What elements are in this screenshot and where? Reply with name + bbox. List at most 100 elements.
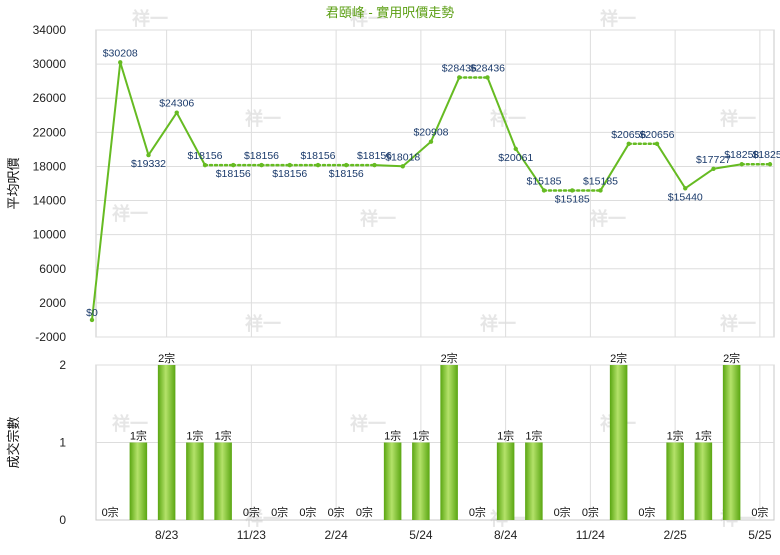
top-y-tick-label: 10000: [33, 228, 67, 242]
price-point: [457, 75, 462, 80]
price-point: [89, 317, 95, 323]
transaction-bar: [496, 442, 515, 520]
watermark-text: 祥一: [720, 313, 756, 334]
transaction-bar-label: 1宗: [525, 429, 542, 443]
price-point: [711, 166, 716, 171]
watermark-text: 祥一: [720, 108, 756, 129]
price-point-label: $24306: [159, 98, 194, 110]
bottom-y-tick-label: 1: [59, 436, 66, 450]
bottom-y-ticks: 0 1 2: [59, 358, 66, 527]
top-y-tick-label: 30000: [33, 57, 67, 71]
transaction-bar-label: 1宗: [497, 429, 514, 443]
transactions-bar-panel: 0 1 2 成交宗數 0宗 1宗 2宗 1宗 1宗 0宗 0宗 0宗 0宗 0宗 1宗 1宗 2宗 0宗 1宗 1…: [6, 351, 775, 542]
transaction-bar-label: 0宗: [328, 505, 345, 519]
top-y-tick-label: 22000: [33, 125, 67, 139]
price-line-segment: [599, 142, 630, 192]
transaction-bar-labels: 0宗 1宗 2宗 1宗 1宗 0宗 0宗 0宗 0宗 0宗 1宗 1宗 2宗 0宗 1宗 1宗 0宗 0宗 2宗 0宗…: [102, 351, 769, 519]
price-point: [118, 60, 123, 65]
transaction-bar: [412, 442, 430, 520]
top-y-tick-label: -2000: [35, 330, 66, 344]
transaction-bar-label: 2宗: [723, 351, 740, 365]
price-line-segment: [119, 61, 150, 157]
watermark-text: 祥一: [112, 203, 148, 224]
price-line-segment: [514, 147, 545, 192]
price-point-label: $15185: [526, 175, 561, 187]
price-point-label: $18156: [272, 168, 307, 180]
price-line-segment: [175, 111, 206, 167]
watermark-text: 祥一: [490, 108, 526, 129]
x-tick-label: 2/24: [324, 528, 348, 542]
price-point: [513, 146, 518, 152]
price-point: [400, 164, 405, 169]
price-point: [598, 188, 603, 193]
price-line-segment: [91, 61, 122, 321]
price-point-label: $15185: [583, 175, 618, 187]
transaction-bar-label: 0宗: [751, 505, 768, 519]
price-point-label: $19332: [131, 158, 166, 170]
x-tick-label: 11/24: [576, 528, 605, 542]
x-axis-ticks: 8/23 11/23 2/24 5/24 8/24 11/24 2/25 5/25: [155, 528, 772, 542]
transaction-bar-label: 1宗: [215, 429, 232, 443]
watermark-text: 祥一: [245, 508, 281, 529]
price-point: [174, 110, 179, 115]
price-point-label: $18258: [752, 149, 780, 161]
price-point: [146, 152, 151, 158]
price-point: [231, 162, 236, 168]
price-line-panel: -2000 2000 6000 10000 14000 18000 22000 26000 30…: [6, 23, 780, 344]
top-y-tick-label: 2000: [39, 296, 66, 310]
x-tick-label: 11/23: [237, 528, 266, 542]
x-tick-label: 2/25: [663, 528, 687, 542]
transaction-bar-label: 1宗: [186, 429, 203, 443]
transaction-bar: [383, 442, 402, 520]
transaction-bar: [440, 365, 458, 520]
price-point-label: $20656: [639, 129, 674, 141]
price-series: [89, 60, 773, 323]
price-point-label: $15440: [668, 191, 703, 203]
price-line-segment: [373, 164, 404, 168]
price-line-segment: [430, 76, 461, 143]
top-y-tick-label: 14000: [33, 194, 67, 208]
transaction-bar-label: 1宗: [667, 429, 684, 443]
price-point: [259, 162, 264, 168]
watermark-text: 祥一: [112, 413, 148, 434]
watermark-text: 祥一: [132, 8, 168, 29]
watermark-text: 祥一: [360, 208, 396, 229]
x-tick-label: 8/23: [155, 528, 179, 542]
transaction-bar-label: 2宗: [158, 351, 175, 365]
top-y-ticks: -2000 2000 6000 10000 14000 18000 22000 26000 30…: [33, 23, 67, 344]
watermark-text: 祥一: [245, 108, 281, 129]
price-point: [541, 188, 547, 193]
price-point-label: $0: [86, 307, 98, 319]
transaction-bar-label: 0宗: [243, 505, 260, 519]
price-point-labels: $0$30208$19332$24306$18156$18156$18156$1…: [86, 47, 780, 319]
price-point-label: $28436: [442, 62, 477, 74]
price-point: [202, 162, 208, 168]
transaction-bar: [186, 442, 204, 520]
transaction-bar-label: 2宗: [610, 351, 627, 365]
price-line-segment: [684, 167, 715, 190]
price-point-label: $15185: [555, 193, 590, 205]
transaction-bar: [157, 365, 176, 520]
price-point: [428, 139, 434, 144]
price-point: [485, 75, 490, 80]
price-point-label: $18156: [187, 150, 222, 162]
watermark-text: 祥一: [245, 313, 281, 334]
transaction-bar-label: 0宗: [582, 505, 599, 519]
price-point: [654, 141, 660, 146]
transaction-bar: [694, 442, 713, 520]
top-plot-frame: [95, 29, 775, 338]
transaction-bar-label: 1宗: [130, 429, 147, 443]
transaction-bar-label: 0宗: [271, 505, 288, 519]
top-y-axis-label: 平均呎價: [6, 157, 21, 209]
transaction-bar: [722, 365, 741, 520]
watermark-text: 祥一: [350, 413, 386, 434]
price-point-label: $18156: [244, 150, 279, 162]
top-y-tick-label: 6000: [39, 262, 66, 276]
price-point-label: $18258: [724, 149, 759, 161]
transaction-bar-label: 0宗: [356, 505, 373, 519]
transaction-bar: [666, 442, 684, 520]
price-point-label: $18156: [357, 150, 392, 162]
price-point-label: $28436: [470, 62, 505, 74]
price-point-label: $20908: [413, 127, 448, 139]
